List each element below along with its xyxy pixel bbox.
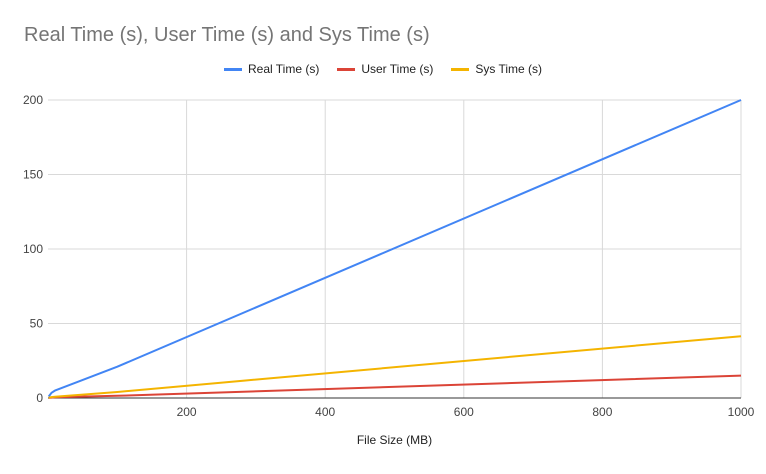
legend-item-0: Real Time (s) — [223, 62, 320, 76]
y-tick-label: 0 — [36, 391, 43, 405]
legend-label: Real Time (s) — [247, 62, 320, 76]
y-tick-label: 150 — [23, 168, 43, 182]
y-tick-label: 50 — [30, 317, 44, 331]
x-tick-label: 200 — [177, 405, 197, 419]
legend-swatch — [451, 67, 470, 71]
series-line-0 — [47, 99, 742, 398]
x-tick-label: 800 — [592, 405, 612, 419]
series-line-1 — [48, 374, 742, 399]
x-tick-label: 400 — [315, 405, 335, 419]
legend-label: Sys Time (s) — [475, 62, 542, 76]
legend-swatch — [337, 67, 356, 71]
legend: Real Time (s) User Time (s) Sys Time (s) — [0, 62, 766, 76]
legend-label: User Time (s) — [361, 62, 434, 76]
legend-item-1: User Time (s) — [337, 62, 433, 76]
y-tick-label: 100 — [23, 242, 43, 256]
x-tick-label: 600 — [454, 405, 474, 419]
series-line-2 — [48, 335, 742, 399]
x-axis-title: File Size (MB) — [357, 433, 432, 447]
legend-item-2: Sys Time (s) — [451, 62, 542, 76]
x-tick-label: 1000 — [728, 405, 755, 419]
legend-swatch — [223, 67, 242, 71]
chart-title: Real Time (s), User Time (s) and Sys Tim… — [24, 24, 430, 46]
y-tick-label: 200 — [23, 93, 43, 107]
